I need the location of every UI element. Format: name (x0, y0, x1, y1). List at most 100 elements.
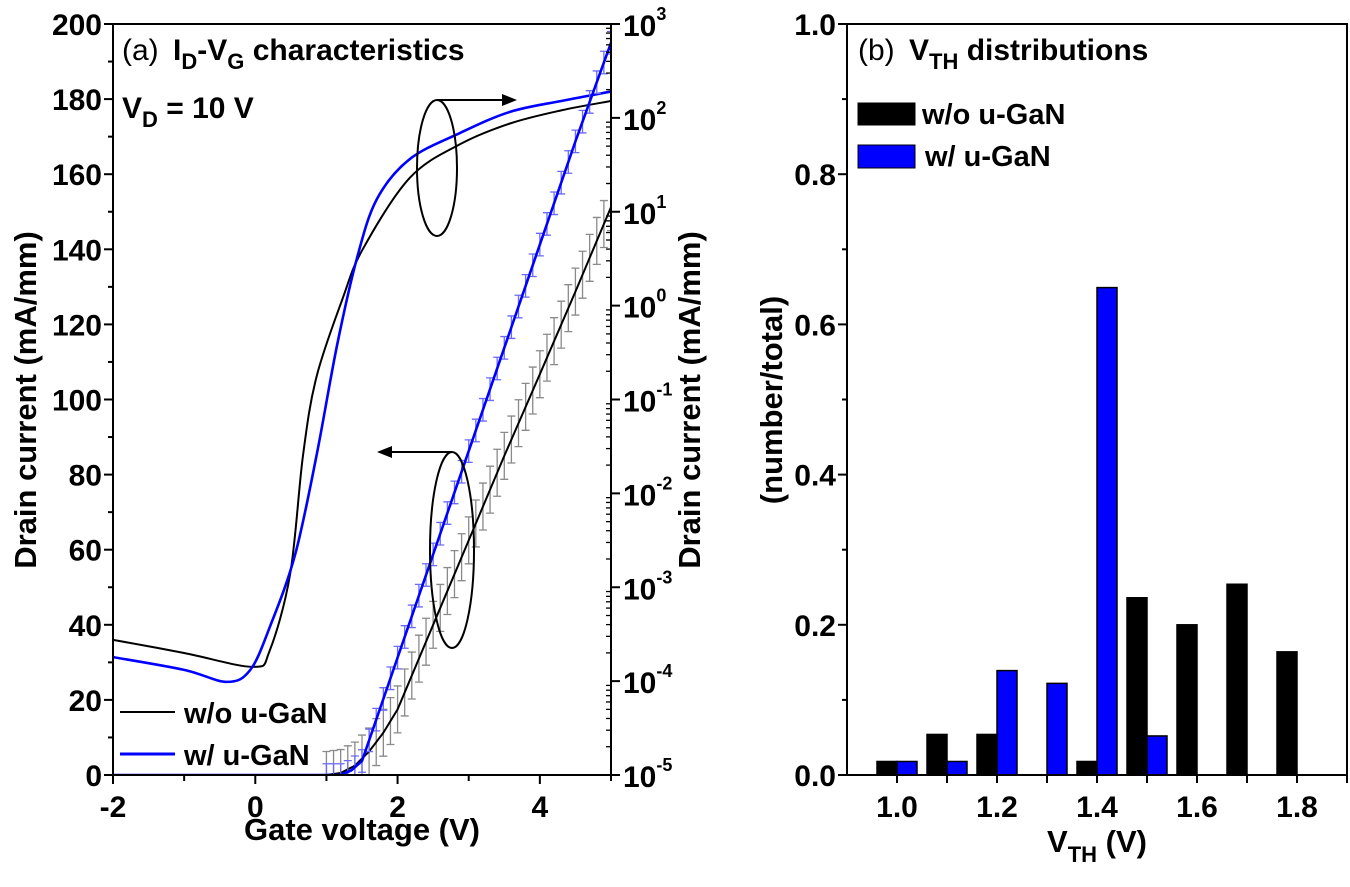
legend-label-w-ugan: w/ u-GaN (183, 740, 310, 772)
bar-wo-ugan (1176, 624, 1198, 776)
y-left-tick-label: 0 (85, 760, 102, 793)
panel-a-frame (112, 23, 612, 776)
cond-sub-d: D (142, 107, 158, 132)
x-tick-label: 1.8 (1276, 791, 1318, 824)
error-bar (607, 30, 611, 55)
x-tick-label: 1.4 (1076, 791, 1118, 824)
bar-wo-ugan (1226, 583, 1248, 776)
tick-base: 10 (623, 198, 656, 231)
arrow-right-head (502, 94, 517, 106)
panel-a-label: (a) (122, 34, 159, 67)
tick-exponent: 1 (656, 192, 666, 212)
bar-w-ugan (996, 669, 1018, 776)
y-tick-label: 0.4 (794, 460, 836, 493)
tick-exponent: -5 (656, 755, 672, 775)
x-tick-label: 0 (247, 791, 264, 824)
series-3 (113, 30, 611, 775)
title-i: I (173, 34, 181, 67)
title-v: V (909, 34, 929, 67)
tick-exponent: 2 (656, 98, 666, 118)
y-right-tick-label: 102 (623, 98, 666, 137)
x-tick-label: 1.0 (876, 791, 918, 824)
tick-exponent: -1 (656, 380, 672, 400)
tick-base: 10 (623, 10, 656, 43)
y-left-tick-label: 100 (52, 385, 102, 418)
panel-b-axes: 1.0 1.2 1.4 1.6 1.8 0.0 0.2 0.4 0.6 0.8 1.0 (794, 9, 1348, 824)
series-0 (113, 99, 611, 668)
cond-value: = 10 V (158, 92, 254, 125)
y-left-tick-label: 20 (69, 685, 102, 718)
y-right-tick-label: 10-2 (623, 473, 672, 512)
panel-a-marks (113, 30, 611, 775)
x-axis-label: VTH (V) (1047, 824, 1147, 867)
panel-b-title: (b) VTH distributions (858, 34, 1148, 74)
tick-base: 10 (623, 573, 656, 606)
y-left-tick-label: 80 (69, 460, 102, 493)
y-right-tick-label: 10-5 (623, 755, 672, 794)
y-right-tick-label: 103 (623, 4, 666, 43)
title-sub-g: G (227, 49, 244, 74)
series-1 (113, 90, 611, 684)
y-left-tick-label: 140 (52, 234, 102, 267)
y-left-tick-label: 60 (69, 535, 102, 568)
panel-a-condition: VD = 10 V (122, 92, 254, 132)
x-tick-label: -2 (100, 791, 127, 824)
series-line (113, 42, 611, 775)
y-axis-label-left: Drain current (mA/mm) (8, 231, 43, 569)
y-right-tick-label: 10-1 (623, 380, 672, 419)
bar-wo-ugan (876, 760, 898, 776)
error-bar (329, 763, 338, 775)
tick-exponent: 3 (656, 4, 666, 24)
bar-w-ugan (946, 760, 968, 776)
y-tick-label: 1.0 (794, 9, 836, 42)
series-line (113, 90, 611, 684)
x-tick-label: 1.2 (976, 791, 1018, 824)
y-left-tick-label: 200 (52, 9, 102, 42)
y-right-tick-label: 100 (623, 286, 666, 325)
tick-base: 10 (623, 479, 656, 512)
panel-a-id-vg: -2 0 2 402040608010012014016018020010-510-4… (8, 4, 707, 847)
legend-swatch-wo-ugan (857, 102, 916, 126)
y-left-tick-label: 180 (52, 84, 102, 117)
series-line (113, 206, 611, 775)
title-sub-d: D (181, 49, 197, 74)
tick-base: 10 (623, 761, 656, 794)
panel-b-bars (876, 286, 1298, 776)
bar-wo-ugan (976, 733, 998, 776)
tick-base: 10 (623, 104, 656, 137)
bar-wo-ugan (926, 733, 948, 776)
title-rest: distributions (958, 34, 1148, 67)
bar-w-ugan (896, 760, 918, 776)
tick-exponent: -2 (656, 473, 672, 493)
y-right-tick-label: 10-3 (623, 567, 672, 606)
y-tick-label: 0.0 (794, 760, 836, 793)
bar-wo-ugan (1076, 760, 1098, 776)
legend-swatch-w-ugan (857, 144, 916, 169)
error-bar (322, 763, 331, 775)
bar-w-ugan (1146, 735, 1168, 776)
xlabel-sub-th: TH (1068, 842, 1097, 867)
tick-exponent: 0 (656, 286, 666, 306)
tick-base: 10 (623, 292, 656, 325)
bar-w-ugan (1096, 286, 1118, 776)
cond-v: V (122, 92, 142, 125)
y-left-tick-label: 160 (52, 159, 102, 192)
xlabel-unit: (V) (1097, 824, 1147, 859)
x-axis-label: Gate voltage (V) (244, 812, 480, 847)
x-tick-label: 4 (532, 791, 549, 824)
bar-w-ugan (1046, 682, 1068, 776)
panel-b-vth-distribution: 1.0 1.2 1.4 1.6 1.80.00.20.40.60.81.0 (b) VT… (754, 9, 1348, 867)
y-right-tick-label: 10-4 (623, 661, 672, 700)
y-axis-label-right: Drain current (mA/mm) (672, 231, 707, 569)
series-line (113, 99, 611, 668)
legend-label-wo-ugan: w/o u-GaN (921, 99, 1065, 131)
tick-exponent: -4 (656, 661, 672, 681)
y-left-tick-label: 120 (52, 309, 102, 342)
title-v: -V (197, 34, 227, 67)
y-tick-label: 0.8 (794, 159, 836, 192)
y-tick-label: 0.2 (794, 610, 836, 643)
tick-base: 10 (623, 386, 656, 419)
error-bar (322, 750, 331, 775)
bar-wo-ugan (1126, 597, 1148, 776)
